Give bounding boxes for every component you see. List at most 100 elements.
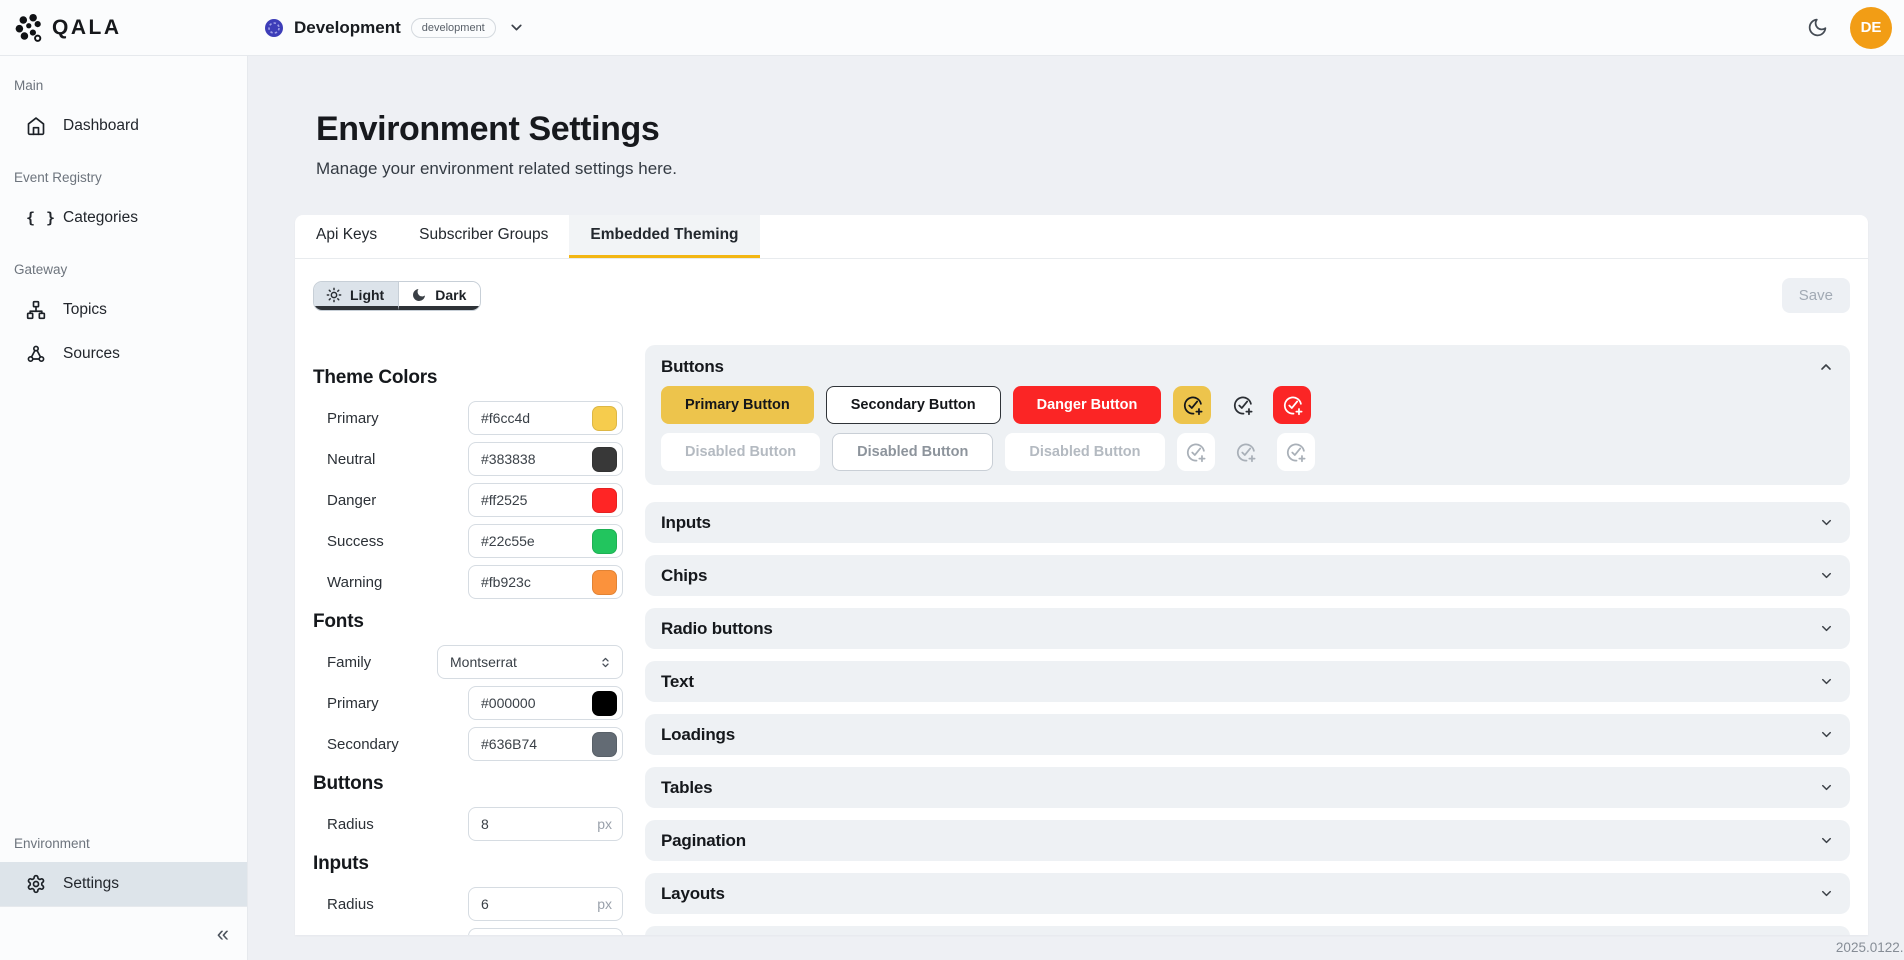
preview-disabled-secondary-button[interactable]: Disabled Button [832, 433, 994, 471]
network-icon [26, 300, 46, 320]
sidebar-item-label: Sources [63, 345, 120, 362]
color-value: #fb923c [481, 574, 531, 590]
select-value: Montserrat [450, 654, 517, 670]
unit-suffix: px [597, 816, 612, 832]
preview-secondary-button[interactable]: Secondary Button [825, 386, 1001, 424]
sun-icon [326, 287, 342, 303]
page-subtitle: Manage your environment related settings… [316, 159, 677, 178]
accordion-layouts[interactable]: Layouts [645, 873, 1850, 914]
sidebar-item-label: Topics [63, 301, 107, 318]
input-width-input[interactable]: 1 px [468, 928, 623, 935]
accordion-chart[interactable]: Chart [645, 926, 1850, 935]
field-label: Success [327, 532, 384, 550]
user-avatar[interactable]: DE [1850, 6, 1892, 49]
chevron-down-icon [1819, 727, 1834, 742]
theme-form: Theme Colors Primary #f6cc4d Neutral #38… [313, 345, 623, 935]
color-swatch[interactable] [592, 570, 617, 595]
color-swatch[interactable] [592, 732, 617, 757]
field-label: Primary [327, 409, 379, 427]
preview-primary-icon-button[interactable] [1173, 386, 1212, 424]
field-font-primary-color: Primary #000000 [313, 686, 623, 720]
fonts-heading: Fonts [313, 611, 364, 632]
color-swatch[interactable] [592, 529, 617, 554]
accordion-pagination[interactable]: Pagination [645, 820, 1850, 861]
color-swatch[interactable] [592, 488, 617, 513]
color-swatch[interactable] [592, 406, 617, 431]
primary-color-input[interactable]: #f6cc4d [468, 401, 623, 435]
tab-embedded-theming[interactable]: Embedded Theming [569, 215, 760, 258]
accordion-chips[interactable]: Chips [645, 555, 1850, 596]
accordion-title: Loadings [661, 724, 735, 744]
sidebar-item-dashboard[interactable]: Dashboard [0, 104, 247, 148]
preview-danger-button[interactable]: Danger Button [1012, 386, 1162, 424]
neutral-color-input[interactable]: #383838 [468, 442, 623, 476]
sidebar-footer: « [0, 906, 247, 960]
main-content: Environment Settings Manage your environ… [248, 56, 1904, 960]
accordion-loadings[interactable]: Loadings [645, 714, 1850, 755]
preview-disabled-danger-icon-button[interactable] [1276, 433, 1315, 471]
color-value: #000000 [481, 695, 536, 711]
preview-disabled-ghost-icon-button[interactable] [1227, 433, 1265, 471]
field-label: Danger [327, 491, 377, 509]
circle-check-plus-icon [1282, 395, 1303, 416]
chevrons-up-down-icon [598, 655, 613, 670]
accordion-inputs[interactable]: Inputs [645, 502, 1850, 543]
chevron-down-icon [1819, 621, 1834, 636]
danger-color-input[interactable]: #ff2525 [468, 483, 623, 517]
sidebar-item-categories[interactable]: { } Categories [0, 196, 247, 240]
chevron-down-icon [1819, 780, 1834, 795]
accordion-radio-buttons[interactable]: Radio buttons [645, 608, 1850, 649]
input-radius-input[interactable]: 6 px [468, 887, 623, 921]
qala-logo-icon [14, 12, 44, 44]
preview-danger-icon-button[interactable] [1273, 386, 1312, 424]
chevron-down-icon [1819, 568, 1834, 583]
accordion-title: Layouts [661, 883, 725, 903]
accordion-buttons-header[interactable]: Buttons [661, 357, 1834, 377]
sidebar-collapse-icon[interactable]: « [216, 920, 229, 946]
accordion-tables[interactable]: Tables [645, 767, 1850, 808]
chevron-up-icon [1818, 359, 1834, 375]
chevron-down-icon [1819, 886, 1834, 901]
font-primary-color-input[interactable]: #000000 [468, 686, 623, 720]
sidebar-item-sources[interactable]: Sources [0, 332, 247, 376]
preview-disabled-primary-button[interactable]: Disabled Button [661, 433, 821, 471]
font-family-select[interactable]: Montserrat [437, 645, 623, 679]
dark-mode-toggle-moon-icon[interactable] [1807, 17, 1828, 38]
save-button[interactable]: Save [1781, 278, 1850, 313]
color-value: #22c55e [481, 533, 535, 549]
accordion-text[interactable]: Text [645, 661, 1850, 702]
theming-toolbar: Light Dark Save [313, 278, 1850, 313]
environment-selector[interactable]: Development development [264, 17, 525, 38]
color-swatch[interactable] [592, 691, 617, 716]
color-value: #636B74 [481, 736, 538, 752]
theme-mode-dark-button[interactable]: Dark [398, 281, 481, 310]
buttons-heading: Buttons [313, 773, 384, 794]
field-label: Radius [327, 815, 374, 833]
braces-icon: { } [26, 209, 57, 227]
sidebar-section-main: Main [14, 78, 44, 93]
sidebar-item-topics[interactable]: Topics [0, 288, 247, 332]
warning-color-input[interactable]: #fb923c [468, 565, 623, 599]
font-secondary-color-input[interactable]: #636B74 [468, 727, 623, 761]
accordion-title: Radio buttons [661, 618, 773, 638]
circle-check-plus-icon [1185, 442, 1206, 463]
sidebar-section-environment: Environment [14, 836, 90, 851]
number-value: 8 [481, 816, 489, 832]
chevron-down-icon [1819, 674, 1834, 689]
tab-subscriber-groups[interactable]: Subscriber Groups [419, 226, 549, 243]
sidebar-item-settings[interactable]: Settings [0, 862, 247, 906]
success-color-input[interactable]: #22c55e [468, 524, 623, 558]
color-swatch[interactable] [592, 447, 617, 472]
circle-check-plus-icon [1235, 442, 1256, 463]
button-radius-input[interactable]: 8 px [468, 807, 623, 841]
topbar: QALA Development development DE [0, 0, 1904, 56]
color-value: #f6cc4d [481, 410, 531, 426]
field-font-family: Family Montserrat [313, 645, 623, 679]
theme-mode-light-button[interactable]: Light [314, 281, 399, 310]
preview-disabled-icon-button[interactable] [1176, 433, 1215, 471]
preview-primary-button[interactable]: Primary Button [661, 386, 814, 424]
tab-api-keys[interactable]: Api Keys [316, 226, 378, 243]
inputs-heading: Inputs [313, 853, 369, 874]
preview-disabled-danger-button[interactable]: Disabled Button [1005, 433, 1165, 471]
preview-ghost-icon-button[interactable] [1223, 386, 1261, 424]
